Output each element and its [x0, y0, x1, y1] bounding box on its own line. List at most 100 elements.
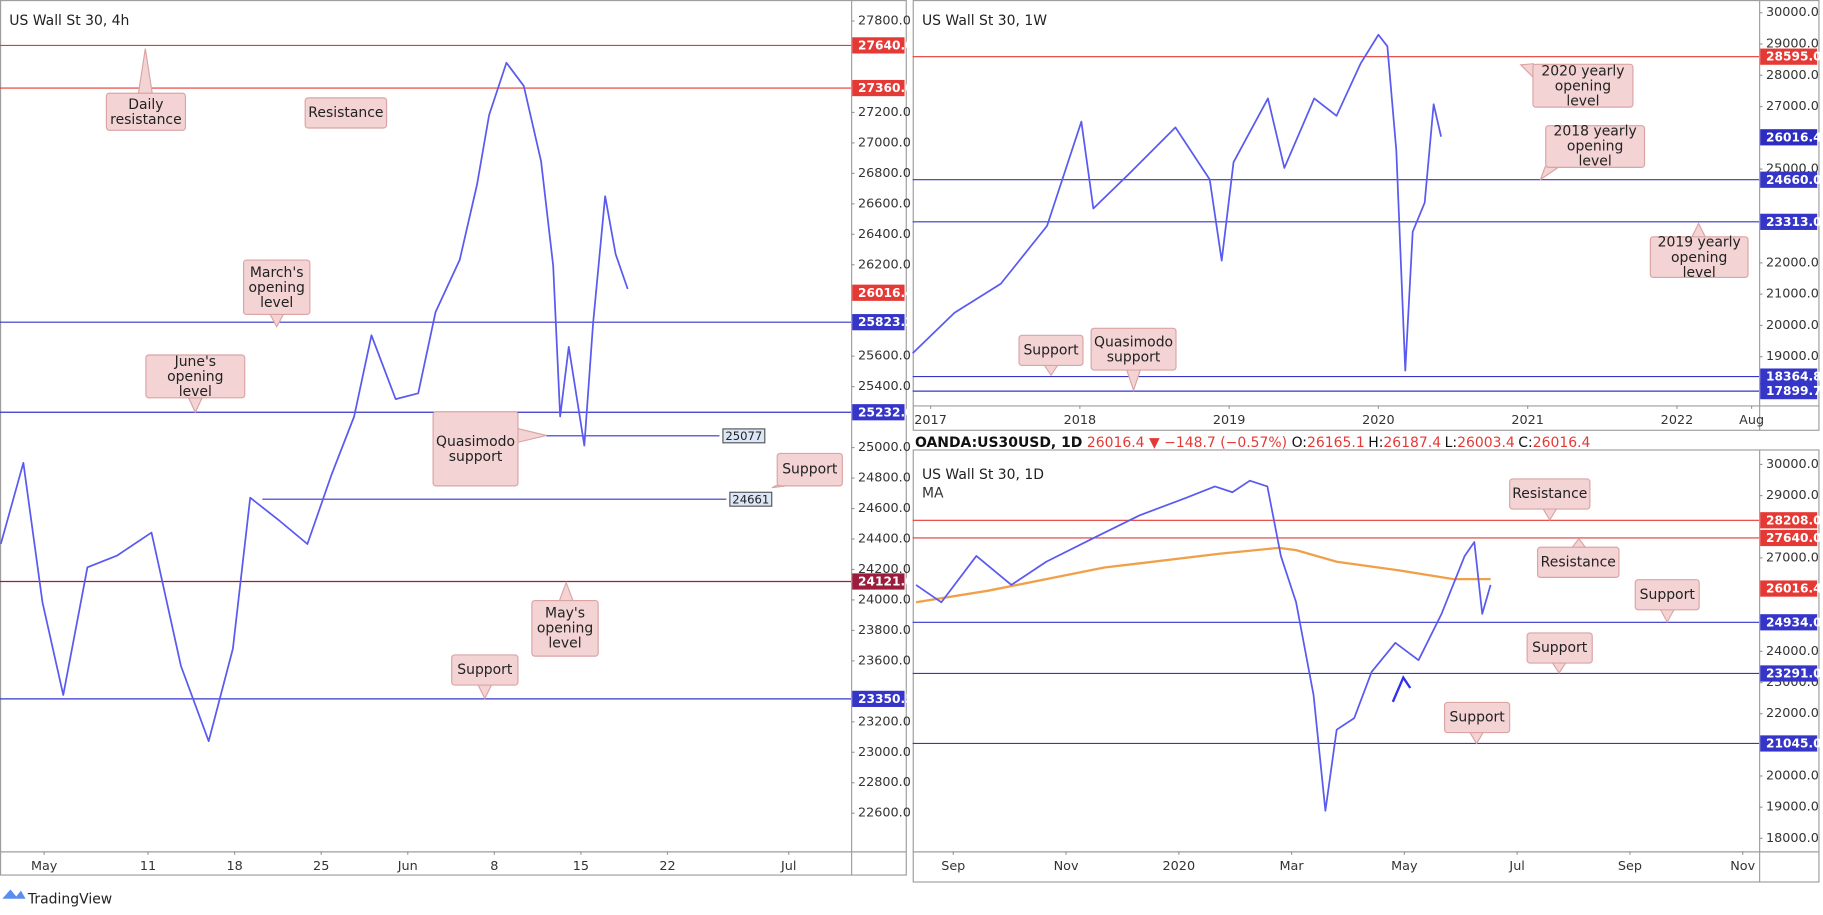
y-tick-label: 21000.0: [1766, 287, 1819, 302]
y-tick-label: 19000.0: [1766, 349, 1819, 364]
x-tick-label: Jul: [780, 859, 796, 874]
ohlc-value: 26187.4: [1383, 434, 1442, 451]
level-label: 28208.0: [1766, 513, 1822, 527]
y-tick-label: 30000.0: [1766, 457, 1819, 472]
level-label-box: [852, 79, 905, 97]
symbol: OANDA:US30USD, 1D: [914, 434, 1083, 451]
callout-pointer: [1042, 364, 1060, 377]
ma-label: MA: [922, 485, 944, 501]
price-line: [0, 61, 629, 743]
callout: Resistance: [304, 97, 388, 129]
level-tag-label: 24661: [732, 492, 769, 506]
level-label-box: [852, 690, 905, 707]
level-tag-label: 25077: [725, 429, 762, 443]
callout-pointer: [1541, 507, 1558, 522]
x-tick-label: Nov: [1054, 859, 1079, 874]
level-tag: [729, 491, 773, 507]
x-tick-label: 8: [490, 859, 498, 874]
x-tick-label: 15: [573, 859, 589, 874]
callout-pointer: [476, 683, 493, 700]
y-tick-label: 29000.0: [1766, 37, 1819, 52]
y-tick-label: 27000.0: [858, 135, 911, 150]
callout: 2018 yearly opening level: [1545, 123, 1646, 169]
level-label-box: [1760, 529, 1818, 547]
level-label-box: [852, 573, 905, 590]
level-label-box: [852, 284, 905, 301]
callout: Quasimodo support: [432, 411, 519, 487]
y-tick-label: 26800.0: [858, 166, 911, 181]
callout: 2020 yearly opening level: [1532, 63, 1634, 108]
level-label: 24934.0: [1766, 615, 1822, 629]
x-tick-label: 2019: [1213, 413, 1246, 428]
y-tick-label: 25600.0: [858, 349, 911, 364]
y-tick-label: 22600.0: [858, 806, 911, 821]
callout: Support: [1526, 632, 1593, 664]
level-label: 17899.7: [1766, 384, 1822, 398]
x-tick-label: 2021: [1511, 413, 1544, 428]
x-tick-label: 2018: [1064, 413, 1097, 428]
y-tick-label: 24400.0: [858, 532, 911, 547]
callout-pointer: [268, 313, 285, 328]
y-tick-label: 25000.0: [858, 440, 911, 455]
price-line: [915, 479, 1492, 812]
x-tick-label: May: [1391, 859, 1418, 874]
y-tick-label: 27000.0: [1766, 99, 1819, 114]
y-tick-label: 24600.0: [858, 501, 911, 516]
callout: Support: [1018, 334, 1084, 367]
level-label: 27360.0: [858, 81, 914, 95]
arrow-drawing: [1391, 675, 1412, 703]
level-label-box: [1760, 48, 1818, 65]
x-tick-label: 2020: [1362, 413, 1395, 428]
callout: May's opening level: [531, 599, 599, 657]
y-tick-label: 20000.0: [1766, 769, 1819, 784]
y-tick-label: 23000.0: [858, 745, 911, 760]
change: −148.7 (−0.57%): [1164, 434, 1288, 451]
level-label-box: [1760, 735, 1818, 752]
moving-average: [915, 546, 1491, 604]
y-tick-label: 24200.0: [858, 562, 911, 577]
level-label-box: [1760, 383, 1818, 400]
callout-pointer: [1468, 731, 1485, 745]
y-tick-label: 26200.0: [858, 257, 911, 272]
level-label: 23350.5: [858, 692, 914, 706]
level-label: 21045.0: [1766, 737, 1822, 751]
y-tick-label: 24800.0: [858, 471, 911, 486]
callout-pointer: [187, 396, 204, 414]
y-tick-label: 27800.0: [858, 14, 911, 29]
level-label-box: [1760, 580, 1818, 597]
level-tag: [722, 428, 766, 444]
x-tick-label: Sep: [941, 859, 965, 874]
level-label: 27640.0: [1766, 531, 1822, 545]
level-label: 25232.0: [858, 405, 914, 419]
level-label-box: [852, 37, 905, 54]
panel-frame: [912, 449, 1820, 883]
callout: Support: [1634, 579, 1700, 611]
y-tick-label: 23800.0: [858, 623, 911, 638]
y-tick-label: 27000.0: [1766, 550, 1819, 565]
level-label-box: [1760, 213, 1818, 230]
callout: Quasimodo support: [1090, 327, 1177, 371]
y-tick-label: 22800.0: [858, 775, 911, 790]
price-line: [912, 33, 1442, 372]
ohlc-value: 26003.4: [1457, 434, 1515, 451]
y-tick-label: 22000.0: [1766, 706, 1819, 721]
callout-pointer: [137, 48, 153, 95]
logo: [2, 889, 26, 899]
x-tick-label: 2020: [1163, 859, 1196, 874]
level-label-box: [1760, 614, 1818, 631]
x-tick-label: 2022: [1661, 413, 1694, 428]
x-tick-label: Aug: [1739, 413, 1764, 428]
callout: Support: [776, 452, 843, 487]
level-label: 26016.4: [1766, 582, 1822, 596]
last-price: 26016.4: [1086, 434, 1145, 451]
callout-pointer: [1659, 608, 1676, 624]
x-tick-label: Mar: [1280, 859, 1305, 874]
level-label: 24121.0: [858, 575, 914, 589]
level-label: 23291.0: [1766, 667, 1822, 681]
x-tick-label: Sep: [1618, 859, 1642, 874]
x-tick-label: 22: [659, 859, 675, 874]
callout: June's opening level: [145, 353, 246, 398]
y-tick-label: 23600.0: [858, 653, 911, 668]
y-tick-label: 20000.0: [1766, 318, 1819, 333]
chart-title: US Wall St 30, 1D: [922, 467, 1044, 483]
